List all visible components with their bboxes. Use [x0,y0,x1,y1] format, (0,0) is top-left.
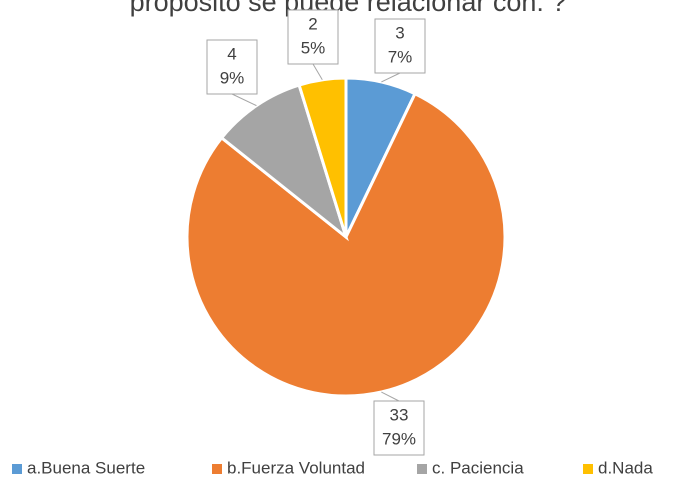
percent-label: 9% [220,68,245,87]
leader-line [381,391,400,402]
legend-label: b.Fuerza Voluntad [227,458,365,477]
legend-swatch [212,464,222,474]
percent-label: 79% [382,429,416,448]
chart-title: propósito se puede relacionar con: ? [130,0,567,17]
legend-swatch [417,464,427,474]
legend-label: d.Nada [598,458,653,477]
data-label: 4 [227,44,236,63]
leader-line [231,93,257,107]
legend-label: c. Paciencia [432,458,524,477]
label-box [373,400,425,456]
label-box [206,39,258,95]
data-label: 3 [395,23,404,42]
leader-line [381,72,401,83]
pie-slice [297,76,348,238]
pie-slice [219,83,349,242]
data-label: 2 [308,14,317,33]
pie-slice [185,91,507,398]
percent-label: 7% [388,47,413,66]
legend-swatch [583,464,593,474]
leader-line [312,63,323,81]
legend-label: a.Buena Suerte [27,458,145,477]
data-label: 33 [390,405,409,424]
label-box [374,18,426,74]
percent-label: 5% [301,38,326,57]
legend-swatch [12,464,22,474]
label-box [287,9,339,65]
